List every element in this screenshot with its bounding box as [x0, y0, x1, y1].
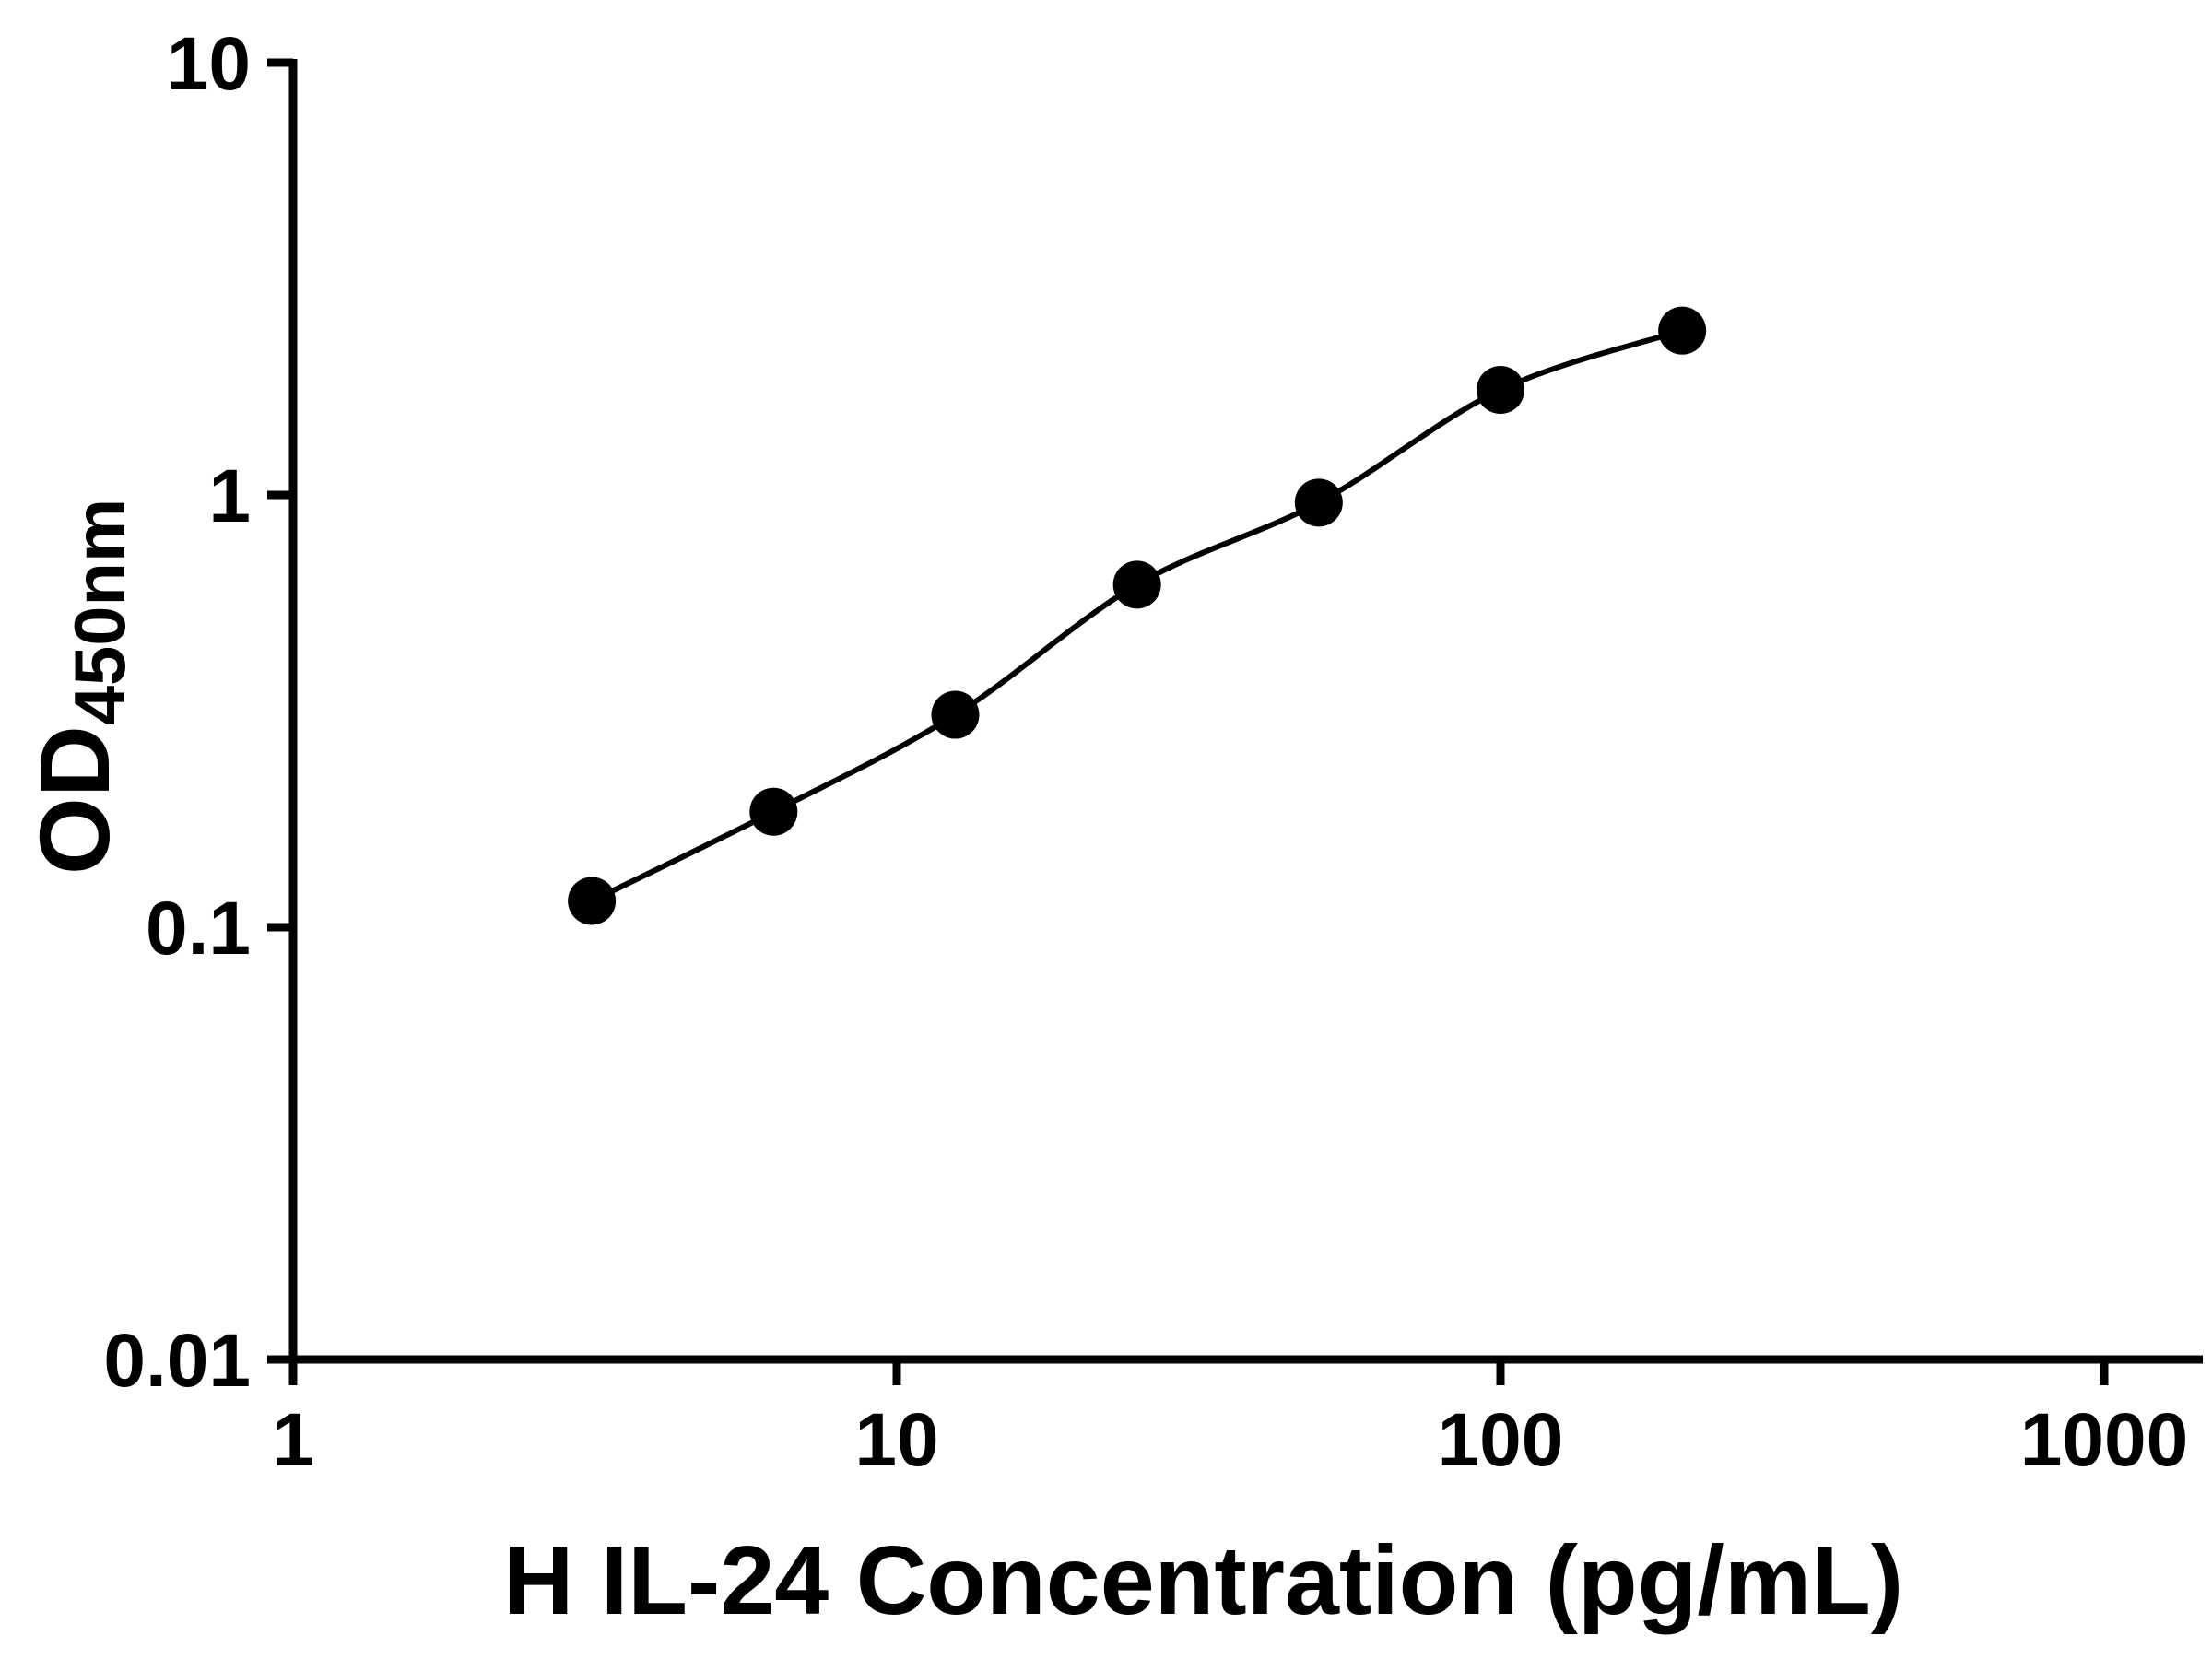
data-point [1294, 478, 1343, 527]
x-axis-tick-label: 10 [854, 1398, 938, 1482]
x-axis-tick-label: 1 [272, 1398, 314, 1482]
data-point [1112, 560, 1161, 609]
data-point [568, 877, 617, 925]
y-axis-label-sub: 450nm [61, 498, 141, 726]
data-point [931, 690, 980, 739]
y-axis-tick-label: 0.01 [103, 1319, 251, 1403]
y-axis-tick-label: 10 [167, 22, 251, 106]
x-axis-tick-label: 100 [1438, 1398, 1564, 1482]
data-point [1658, 306, 1707, 355]
y-axis-label: OD450nm [18, 498, 141, 875]
y-axis-label-main: OD [18, 725, 131, 876]
data-point [749, 787, 798, 836]
x-axis-tick-label: 1000 [2020, 1398, 2188, 1482]
y-axis-tick-label: 0.1 [146, 887, 251, 971]
y-axis-tick-label: 1 [208, 454, 251, 538]
x-axis-label: H IL-24 Concentration (pg/mL) [502, 1526, 1904, 1635]
data-point [1477, 366, 1524, 415]
